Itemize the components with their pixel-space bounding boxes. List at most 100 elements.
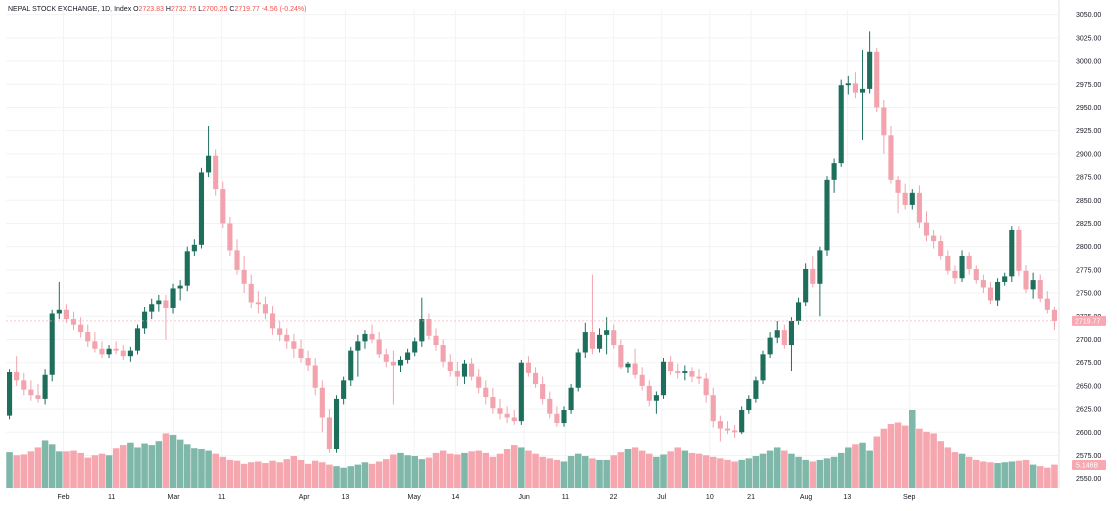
candle-body	[1044, 298, 1050, 310]
volume-bar	[916, 428, 923, 488]
volume-bar	[112, 448, 120, 488]
candle-body	[369, 333, 375, 340]
candle-body	[589, 332, 595, 349]
candle	[390, 350, 396, 405]
time-tick-label: Jul	[657, 494, 666, 501]
volume-bar	[972, 459, 980, 488]
candle	[397, 356, 404, 372]
volume-bar	[141, 443, 148, 488]
volume-bar	[347, 466, 355, 488]
candle	[177, 280, 183, 301]
volume-bar	[987, 462, 994, 488]
volume-bar	[454, 454, 461, 488]
volume-bar	[674, 447, 681, 488]
candle	[774, 320, 780, 344]
candle-body	[397, 359, 404, 366]
candle-body	[149, 304, 155, 312]
time-tick-label: Mar	[167, 494, 180, 501]
time-tick-label: 11	[218, 494, 225, 501]
time-tick-label: 14	[452, 494, 460, 501]
candle-body	[191, 244, 197, 252]
time-axis[interactable]: Feb 11 Mar 11 Apr 13 May 14 Jun 11 22 Jul 10 21 Aug 13 S…	[57, 494, 915, 501]
candle	[660, 358, 667, 399]
candle-body	[753, 380, 759, 399]
candle	[589, 274, 595, 355]
candle	[469, 358, 475, 381]
candle	[867, 31, 873, 94]
candle-body	[426, 319, 432, 336]
candle	[525, 356, 532, 377]
candle-body	[1051, 309, 1058, 321]
candle	[938, 235, 944, 260]
candle-body	[433, 335, 439, 346]
candle	[206, 126, 212, 178]
candle-body	[639, 374, 645, 386]
volume-bar	[894, 422, 902, 488]
volume-bar	[13, 455, 20, 488]
time-tick-label: Apr	[299, 494, 311, 501]
candle	[262, 296, 269, 320]
candle-body	[28, 389, 34, 396]
volume-bar	[951, 452, 959, 488]
candle-body	[611, 330, 617, 346]
candle-body	[355, 341, 361, 351]
candle-body	[1023, 270, 1029, 290]
candle-body	[447, 361, 453, 372]
candle-body	[497, 408, 503, 414]
candle-body	[831, 163, 837, 180]
candle	[120, 345, 126, 360]
candle	[952, 265, 958, 284]
price-axis[interactable]: 3050.00 3025.00 3000.00 2975.00 2950.00 2925.…	[1058, 0, 1101, 488]
candle-layer	[6, 31, 1058, 453]
candle-body	[881, 107, 887, 136]
candle-body	[198, 172, 205, 245]
volume-bar	[752, 456, 760, 488]
volume-bar	[532, 453, 539, 488]
price-tick-label: 2950.00	[1076, 105, 1101, 112]
candle-body	[916, 192, 922, 223]
volume-bar	[247, 462, 255, 488]
candle	[291, 333, 297, 359]
volume-bar	[624, 449, 632, 488]
volume-bar	[759, 453, 767, 488]
volume-bar	[319, 462, 326, 488]
candle	[668, 356, 674, 375]
candle-body	[113, 348, 119, 351]
candle	[682, 365, 688, 381]
price-tick-label: 2675.00	[1076, 360, 1101, 367]
candle	[1016, 226, 1022, 277]
candle-body	[710, 395, 716, 422]
volume-bar	[738, 459, 745, 488]
volume-bar	[276, 462, 283, 488]
volume-bar	[937, 441, 944, 488]
candle-body	[945, 255, 951, 271]
volume-bar	[837, 452, 845, 488]
candle	[675, 363, 681, 379]
volume-bar	[91, 455, 99, 488]
candle	[746, 395, 752, 414]
candle-body	[625, 363, 631, 368]
candle	[582, 322, 588, 359]
volume-bar	[127, 442, 134, 488]
candle-body	[547, 398, 553, 414]
candle	[376, 332, 382, 359]
candle	[405, 348, 411, 364]
candle-body	[298, 348, 304, 359]
time-tick-label: 11	[108, 494, 115, 501]
volume-bar	[816, 459, 824, 488]
volume-bar	[390, 454, 397, 488]
volume-bar	[802, 459, 809, 488]
volume-bar	[510, 445, 518, 488]
candle	[767, 332, 773, 359]
volume-bar	[333, 466, 340, 488]
candle-body	[817, 250, 823, 284]
volume-bar	[98, 453, 106, 488]
candle	[14, 356, 20, 386]
volume-bar	[859, 442, 866, 488]
candle-body	[596, 334, 603, 349]
volume-bar	[283, 459, 291, 488]
candle-body	[213, 155, 219, 190]
volume-bar	[553, 459, 561, 488]
